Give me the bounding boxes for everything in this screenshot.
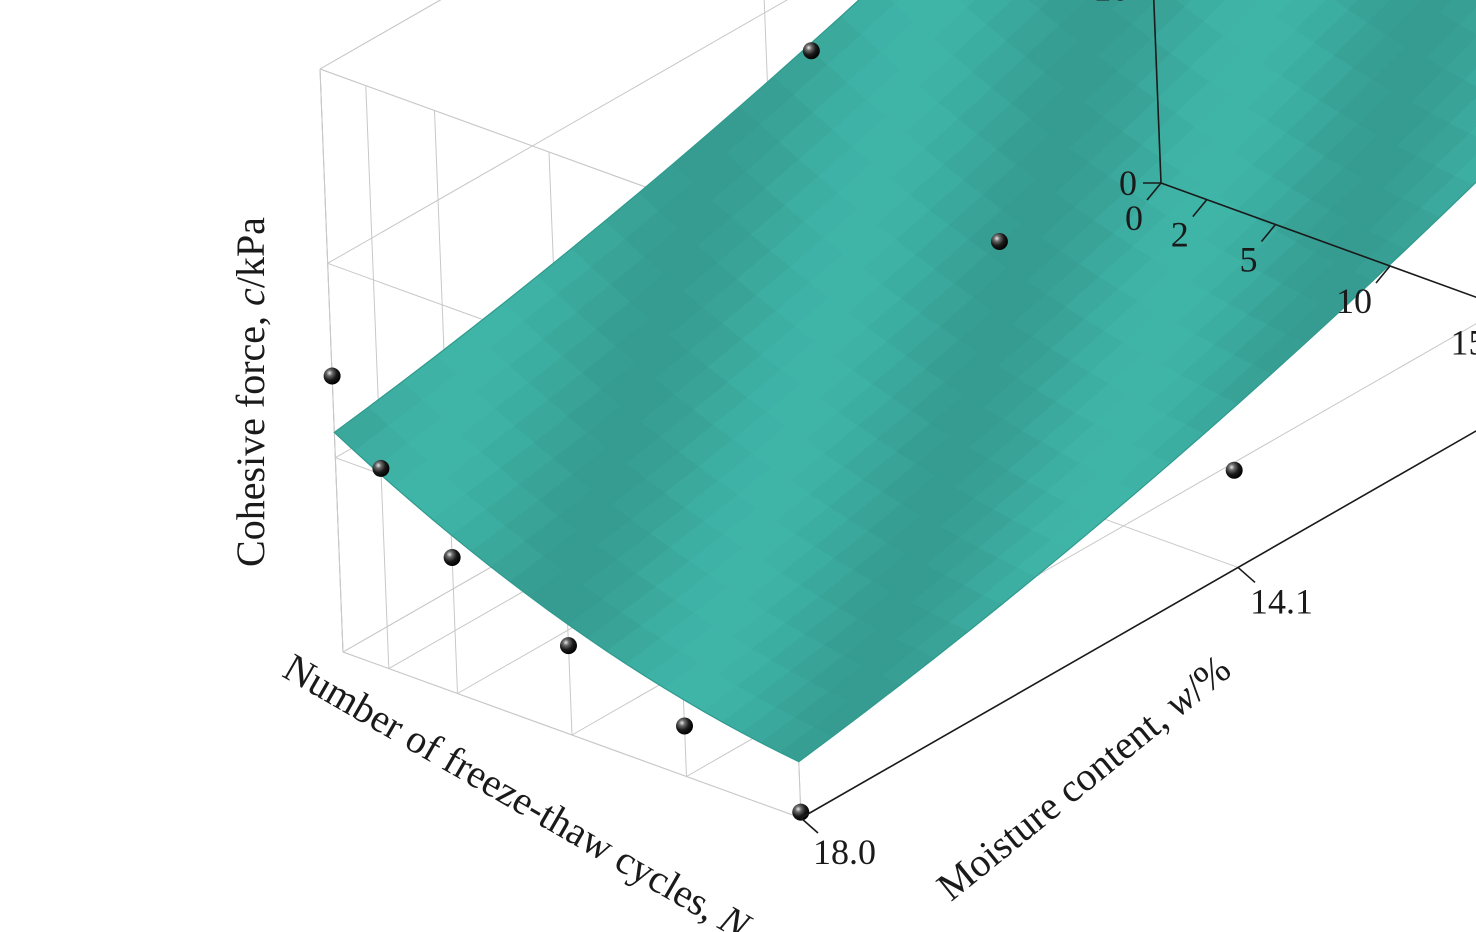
x-tick-label: 10 [1336, 281, 1372, 321]
surface-outline [333, 0, 1476, 763]
x-tick [1260, 223, 1277, 243]
x-tick-label: 5 [1240, 240, 1258, 280]
surface-patch [1467, 125, 1476, 138]
x-tick-label: 15 [1451, 323, 1476, 363]
y-tick [800, 817, 819, 834]
x-tick [1146, 182, 1162, 201]
z-axis-title-pre: Cohesive force, [228, 306, 273, 567]
data-point [1225, 461, 1243, 479]
y-tick-label: 18.0 [813, 832, 876, 872]
data-point [559, 637, 577, 655]
surface-patch [1252, 0, 1260, 4]
z-axis-title-var: c [228, 288, 273, 306]
gridline-y [342, 651, 802, 819]
gridline-x [365, 85, 390, 669]
data-point [372, 459, 390, 477]
z-tick-label: 10 [1093, 0, 1129, 9]
z-axis-title: Cohesive force, c/kPa [228, 217, 273, 567]
z-axis-title-post: /kPa [228, 217, 273, 288]
y-axis-line [800, 430, 1476, 819]
y-tick [1237, 566, 1256, 584]
x-tick-label: 2 [1171, 215, 1189, 255]
tick-labels: 010203002510152010.714.118.0 [813, 0, 1476, 872]
data-point [323, 367, 341, 385]
fitted-surface [333, 0, 1476, 763]
data-point [792, 803, 810, 821]
y-axis-title: Moisture content, w/% [928, 646, 1239, 910]
data-point [802, 42, 820, 60]
y-tick-label: 14.1 [1250, 581, 1313, 621]
surface-patch [889, 0, 899, 5]
data-point [676, 717, 694, 735]
z-tick-label: 0 [1119, 163, 1137, 203]
x-tick [1375, 265, 1391, 284]
z-axis-line [1152, 0, 1162, 184]
back-edge [319, 68, 344, 653]
x-tick [1192, 199, 1208, 218]
x-tick-label: 0 [1125, 198, 1143, 238]
data-point [990, 233, 1008, 251]
data-point [443, 548, 461, 566]
axes [800, 0, 1476, 834]
surface-patch [1462, 66, 1476, 88]
gridline-z [327, 0, 788, 264]
data-points [323, 42, 1243, 821]
